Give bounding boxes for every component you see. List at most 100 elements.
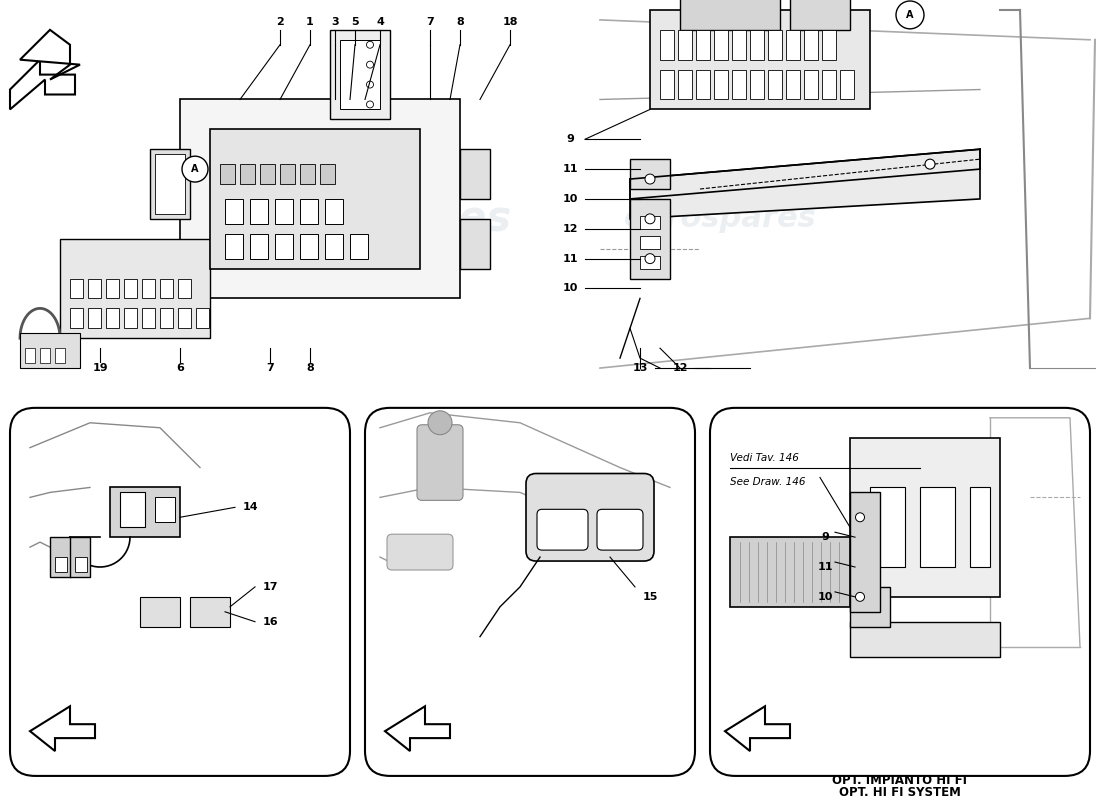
Bar (714, 70, 728, 99)
Bar (240, 164, 255, 184)
Bar (696, 30, 710, 60)
Bar (150, 150, 190, 219)
FancyBboxPatch shape (387, 534, 453, 570)
Text: 18: 18 (503, 17, 518, 27)
Bar (155, 154, 185, 214)
FancyBboxPatch shape (365, 408, 695, 776)
Bar (330, 30, 390, 119)
Bar (324, 199, 343, 224)
Text: eurospares: eurospares (624, 204, 816, 234)
Bar (70, 308, 82, 328)
Bar (696, 70, 710, 99)
Bar (220, 164, 235, 184)
Bar (640, 216, 660, 229)
Bar (460, 219, 490, 269)
Circle shape (366, 42, 374, 48)
Bar (60, 238, 210, 338)
Bar (250, 199, 268, 224)
FancyBboxPatch shape (10, 408, 350, 776)
Bar (732, 70, 746, 99)
Bar (680, 0, 780, 30)
Text: 2: 2 (276, 17, 284, 27)
Text: 3: 3 (331, 17, 339, 27)
Text: 11: 11 (562, 164, 578, 174)
Text: 15: 15 (642, 592, 658, 602)
Bar (350, 234, 368, 258)
Bar (260, 164, 275, 184)
Bar (88, 278, 101, 298)
Bar (140, 597, 180, 626)
Bar (124, 278, 138, 298)
Text: 12: 12 (672, 363, 688, 373)
Bar (196, 308, 209, 328)
Bar (142, 278, 155, 298)
Bar (226, 199, 243, 224)
Text: 17: 17 (262, 582, 277, 592)
Bar (40, 348, 49, 363)
Text: 9: 9 (821, 532, 829, 542)
Bar (920, 487, 955, 567)
FancyBboxPatch shape (730, 537, 850, 607)
Bar (750, 30, 764, 60)
Polygon shape (20, 30, 80, 79)
Bar (678, 70, 692, 99)
Bar (324, 234, 343, 258)
Bar (660, 70, 674, 99)
Bar (25, 348, 35, 363)
Text: 9: 9 (566, 134, 574, 144)
Text: A: A (191, 164, 199, 174)
Text: 12: 12 (562, 224, 578, 234)
Text: 10: 10 (562, 283, 578, 294)
Circle shape (366, 61, 374, 68)
Bar (178, 278, 191, 298)
Bar (320, 164, 336, 184)
Text: 8: 8 (456, 17, 464, 27)
Text: 10: 10 (817, 592, 833, 602)
Circle shape (366, 101, 374, 108)
Polygon shape (10, 60, 75, 110)
Bar (850, 622, 1000, 657)
Bar (840, 70, 854, 99)
Circle shape (645, 254, 654, 264)
Bar (300, 164, 315, 184)
Bar (275, 199, 293, 224)
Text: 11: 11 (817, 562, 833, 572)
Bar (55, 557, 67, 572)
Bar (870, 487, 905, 567)
Text: 7: 7 (266, 363, 274, 373)
Bar (640, 256, 660, 269)
Bar (110, 487, 180, 537)
Bar (768, 70, 782, 99)
Bar (88, 308, 101, 328)
Bar (106, 278, 119, 298)
Bar (155, 498, 175, 522)
Polygon shape (630, 150, 980, 219)
Circle shape (366, 81, 374, 88)
Bar (714, 30, 728, 60)
Bar (678, 30, 692, 60)
Text: 4: 4 (376, 17, 384, 27)
FancyBboxPatch shape (537, 510, 588, 550)
Bar (768, 30, 782, 60)
Bar (850, 493, 880, 612)
Circle shape (925, 159, 935, 169)
Bar (786, 70, 800, 99)
Circle shape (645, 214, 654, 224)
Text: 8: 8 (306, 363, 313, 373)
Bar (732, 30, 746, 60)
Bar (210, 130, 420, 269)
Text: eurospares: eurospares (249, 198, 512, 240)
Circle shape (896, 1, 924, 29)
Text: OPT. HI FI SYSTEM: OPT. HI FI SYSTEM (839, 786, 961, 799)
Bar (850, 438, 1000, 597)
Bar (226, 234, 243, 258)
Text: eurospares: eurospares (418, 576, 682, 618)
Bar (120, 493, 145, 527)
Bar (460, 150, 490, 199)
Bar (70, 278, 82, 298)
Circle shape (856, 592, 865, 602)
Text: OPT. IMPIANTO HI FI: OPT. IMPIANTO HI FI (833, 774, 968, 787)
FancyBboxPatch shape (710, 408, 1090, 776)
Circle shape (428, 411, 452, 434)
Circle shape (856, 513, 865, 522)
